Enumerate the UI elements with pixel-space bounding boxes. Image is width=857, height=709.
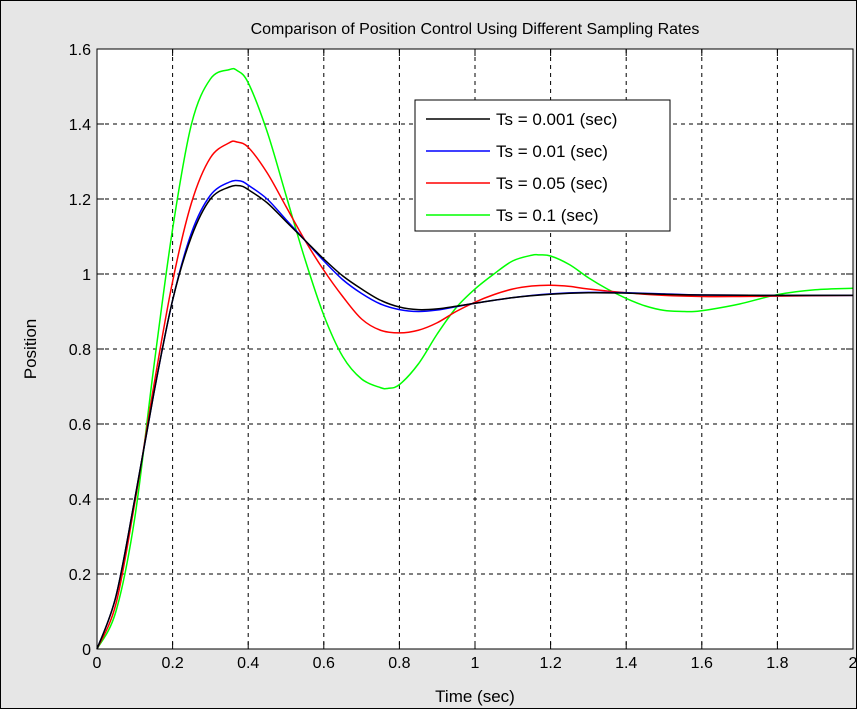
x-tick-label: 2 [849,655,856,672]
x-tick-label: 1.8 [766,655,788,672]
y-tick-label: 0.6 [69,417,91,434]
x-tick-label: 1.2 [539,655,561,672]
chart-title: Comparison of Position Control Using Dif… [251,21,700,38]
y-tick-label: 1.2 [69,192,91,209]
x-tick-label: 0.8 [388,655,410,672]
y-tick-label: 0.2 [69,567,91,584]
series-lines [96,67,854,650]
legend-label-2: Ts = 0.01 (sec) [496,142,608,161]
y-axis-label: Position [21,319,40,379]
series-line-4 [96,67,854,650]
x-tick-label: 0.4 [237,655,259,672]
y-tick-label: 1.4 [69,117,91,134]
legend-label-3: Ts = 0.05 (sec) [496,174,608,193]
legend-box [414,99,671,232]
x-tick-label: 1 [471,655,480,672]
y-tick-label: 1.6 [69,42,91,59]
y-tick-label: 0.8 [69,342,91,359]
x-tick-label: 0 [93,655,102,672]
series-line-1 [96,184,854,650]
x-tick-label: 1.4 [615,655,637,672]
x-tick-label: 0.2 [161,655,183,672]
legend-label-4: Ts = 0.1 (sec) [496,206,599,225]
series-line-3 [96,140,854,650]
x-tick-label: 0.6 [313,655,335,672]
legend-label-1: Ts = 0.001 (sec) [496,110,617,129]
y-tick-label: 0 [82,642,91,659]
axis-ticks: 0 0.2 0.4 0.6 0.8 1 1.2 1.4 1.6 1.8 2 0 0.2 0.4 0.6 0.8… [69,42,856,672]
y-tick-label: 0.4 [69,492,91,509]
x-axis-label: Time (sec) [435,687,515,706]
legend: Ts = 0.001 (sec) Ts = 0.01 (sec) Ts = 0.05… [414,99,671,232]
x-tick-label: 1.6 [691,655,713,672]
y-tick-label: 1 [82,267,91,284]
